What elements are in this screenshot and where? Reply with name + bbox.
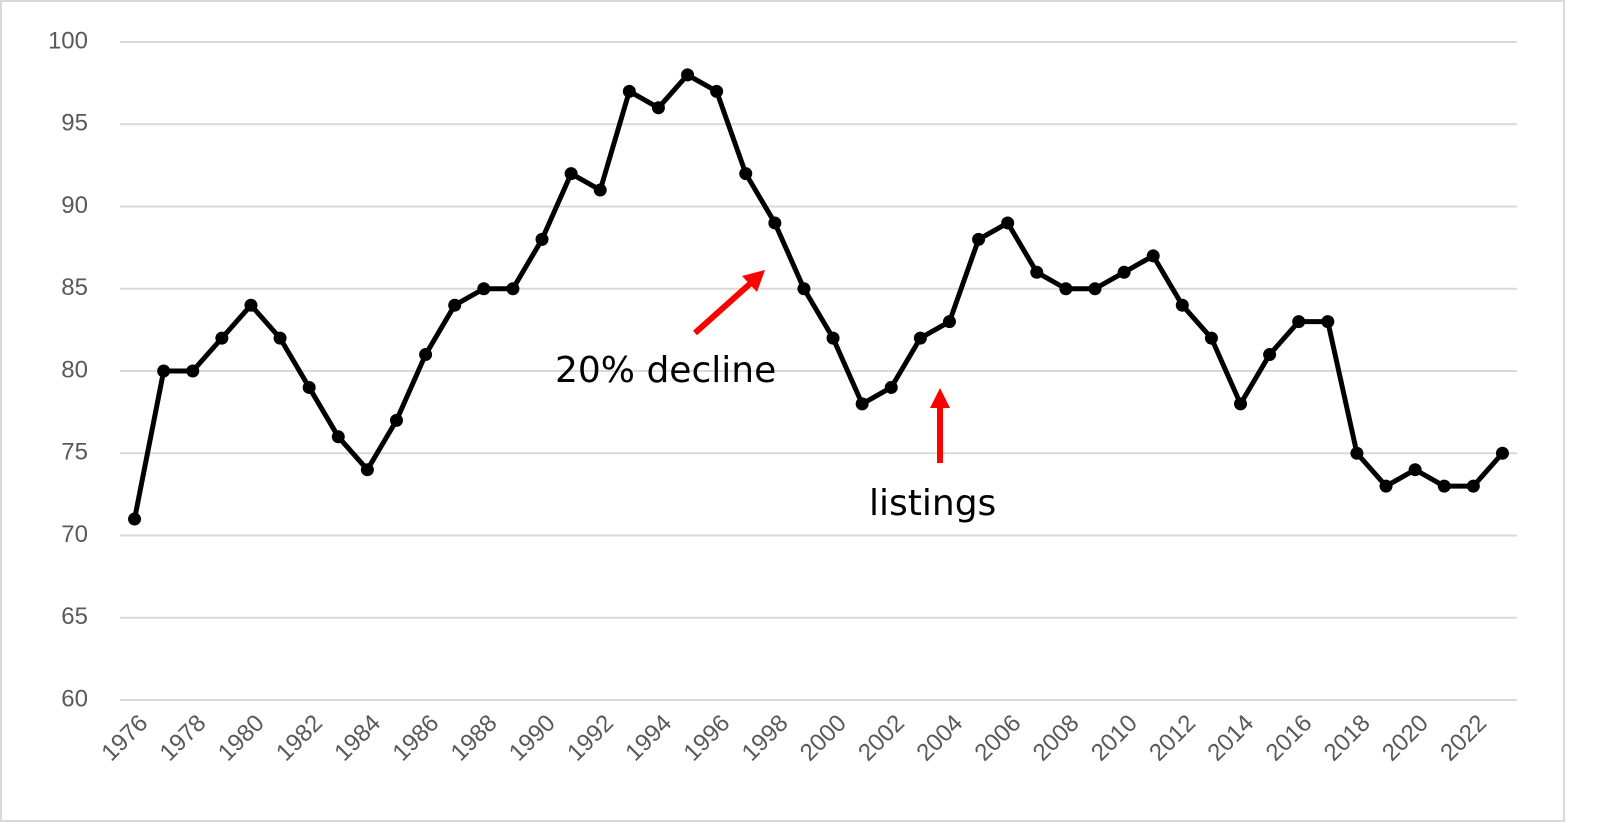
point bbox=[1059, 282, 1073, 296]
point bbox=[419, 348, 433, 362]
point bbox=[1088, 282, 1102, 296]
point bbox=[739, 167, 753, 181]
point bbox=[389, 413, 403, 427]
annotation: 20% decline bbox=[555, 350, 776, 391]
point bbox=[331, 430, 345, 444]
point bbox=[302, 380, 316, 394]
point bbox=[1466, 479, 1480, 493]
point bbox=[622, 84, 636, 98]
point bbox=[826, 331, 840, 345]
point bbox=[564, 167, 578, 181]
point bbox=[1321, 315, 1335, 329]
point bbox=[1234, 397, 1248, 411]
point bbox=[1379, 479, 1393, 493]
point bbox=[448, 298, 462, 312]
point bbox=[797, 282, 811, 296]
annotation-arrowhead bbox=[930, 388, 950, 408]
y-tick-label: 60 bbox=[61, 685, 88, 712]
y-tick-label: 85 bbox=[61, 274, 88, 301]
point bbox=[768, 216, 782, 230]
annotation-arrowhead bbox=[742, 270, 765, 292]
point bbox=[884, 380, 898, 394]
point bbox=[913, 331, 927, 345]
point bbox=[360, 463, 374, 477]
point bbox=[1030, 265, 1044, 279]
point bbox=[1292, 315, 1306, 329]
point bbox=[1263, 348, 1277, 362]
point bbox=[128, 512, 142, 526]
y-tick-label: 90 bbox=[61, 192, 88, 219]
point bbox=[1204, 331, 1218, 345]
point bbox=[477, 282, 491, 296]
plot bbox=[128, 68, 1509, 526]
point bbox=[1408, 463, 1422, 477]
point bbox=[186, 364, 200, 378]
point bbox=[273, 331, 287, 345]
point bbox=[710, 84, 724, 98]
point bbox=[1175, 298, 1189, 312]
point bbox=[1146, 249, 1160, 263]
point bbox=[681, 68, 695, 82]
point bbox=[593, 183, 607, 197]
point bbox=[1437, 479, 1451, 493]
chart-frame bbox=[0, 0, 1565, 822]
point bbox=[535, 232, 549, 246]
y-tick-label: 65 bbox=[61, 603, 88, 630]
annotation: listings bbox=[869, 483, 996, 524]
point bbox=[1495, 446, 1509, 460]
y-tick-label: 70 bbox=[61, 521, 88, 548]
point bbox=[1001, 216, 1015, 230]
point bbox=[1117, 265, 1131, 279]
point bbox=[942, 315, 956, 329]
y-tick-label: 75 bbox=[61, 439, 88, 466]
point bbox=[972, 232, 986, 246]
point bbox=[506, 282, 520, 296]
point bbox=[1350, 446, 1364, 460]
annotation-arrow bbox=[692, 279, 755, 336]
line bbox=[132, 72, 1505, 520]
y-tick-label: 80 bbox=[61, 356, 88, 383]
point bbox=[855, 397, 869, 411]
point bbox=[215, 331, 229, 345]
point bbox=[651, 101, 665, 115]
point bbox=[157, 364, 171, 378]
point bbox=[244, 298, 258, 312]
y-tick-label: 100 bbox=[48, 27, 88, 54]
y-tick-label: 95 bbox=[61, 110, 88, 137]
